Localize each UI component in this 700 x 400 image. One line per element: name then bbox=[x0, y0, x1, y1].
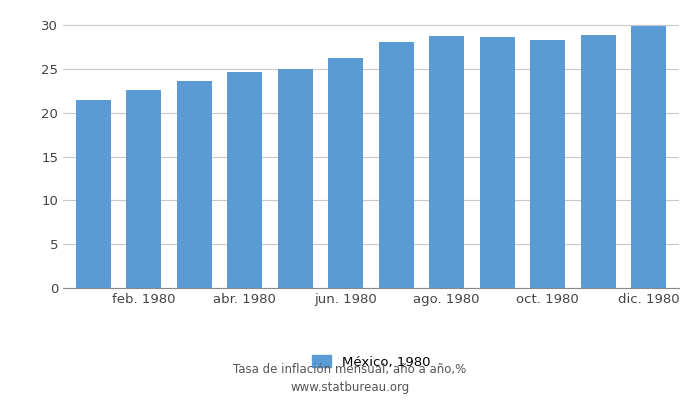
Bar bbox=[328, 58, 363, 288]
Bar bbox=[631, 26, 666, 288]
Bar bbox=[580, 35, 616, 288]
Bar bbox=[227, 72, 262, 288]
Legend: México, 1980: México, 1980 bbox=[312, 355, 430, 369]
Bar bbox=[126, 90, 162, 288]
Text: www.statbureau.org: www.statbureau.org bbox=[290, 382, 410, 394]
Bar bbox=[176, 81, 212, 288]
Text: Tasa de inflación mensual, año a año,%: Tasa de inflación mensual, año a año,% bbox=[233, 364, 467, 376]
Bar bbox=[379, 42, 414, 288]
Bar bbox=[76, 100, 111, 288]
Bar bbox=[480, 38, 515, 288]
Bar bbox=[278, 69, 313, 288]
Bar bbox=[429, 36, 464, 288]
Bar bbox=[530, 40, 566, 288]
